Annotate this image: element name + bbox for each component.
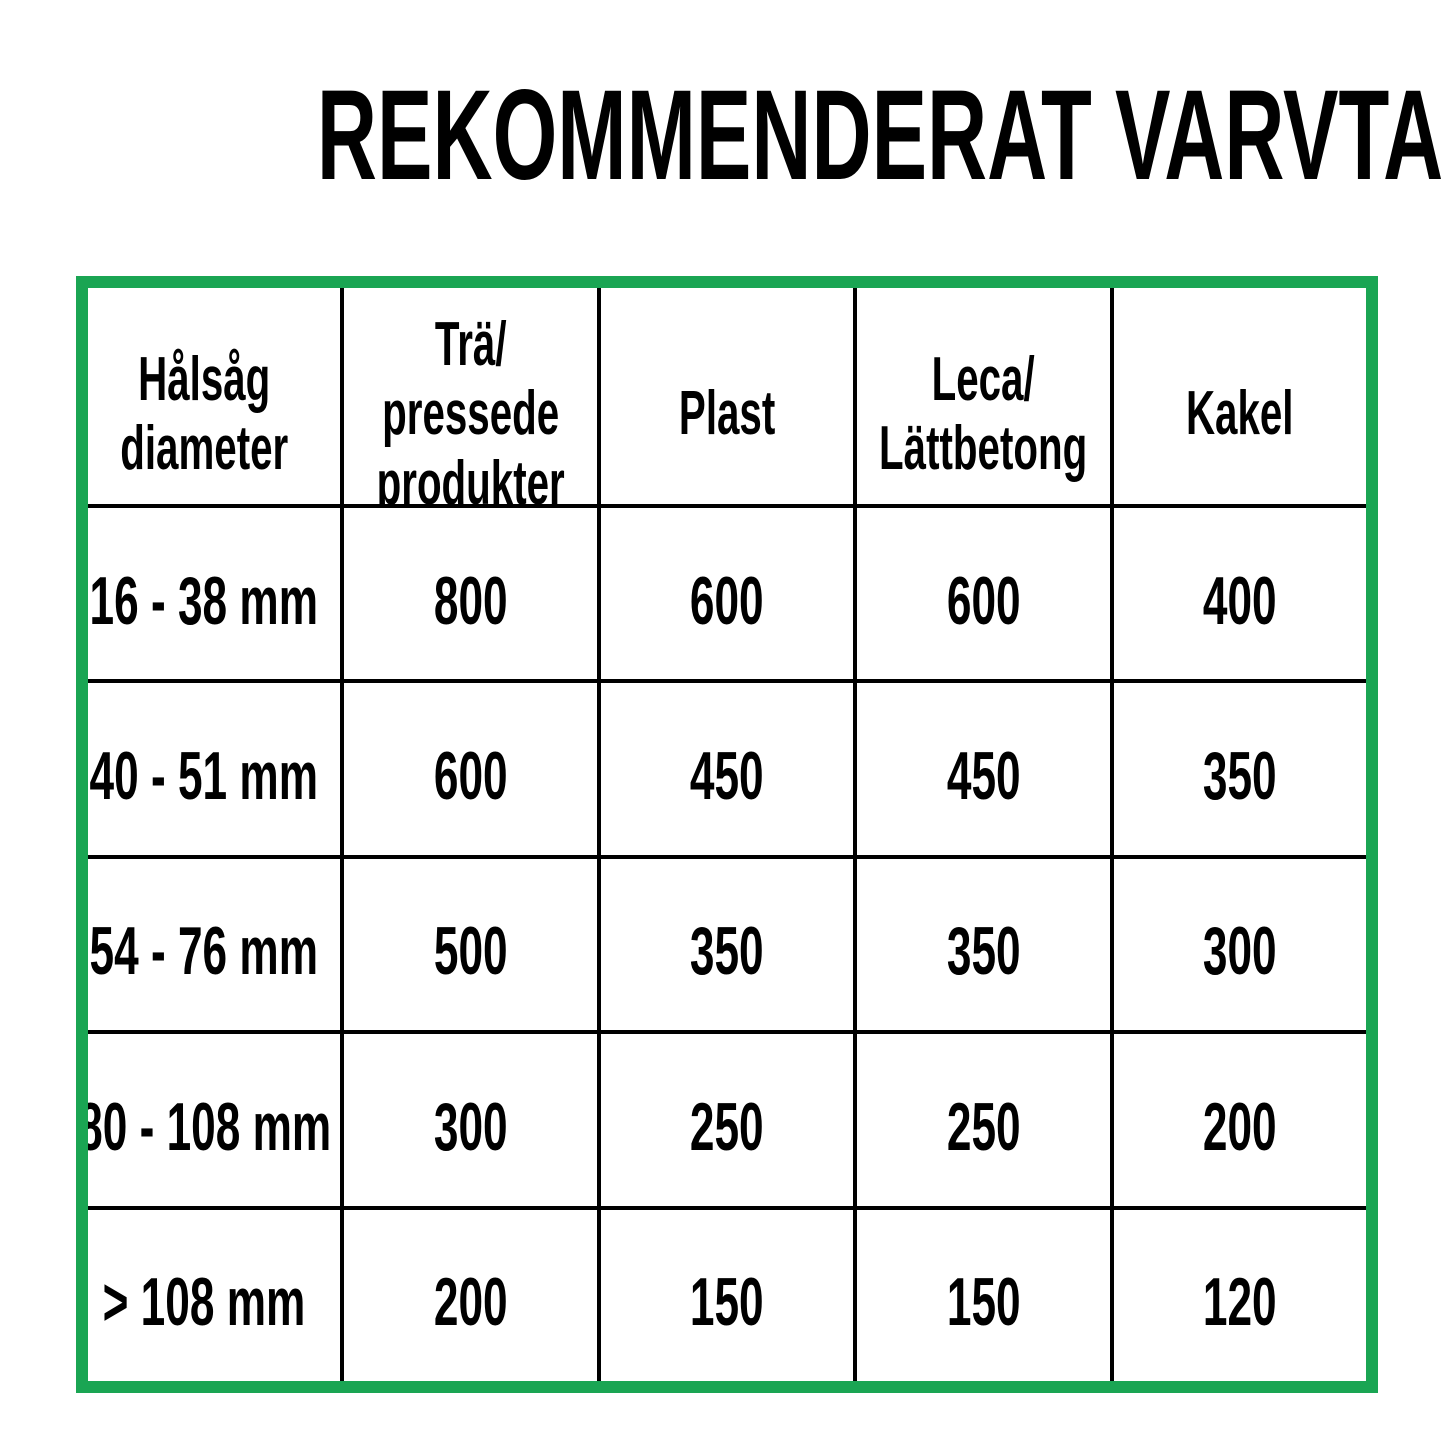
row-label: 54 - 76 mm xyxy=(88,858,341,1031)
rpm-value: 600 xyxy=(600,508,854,680)
row-label: 16 - 38 mm xyxy=(88,508,341,680)
column-header-halsag-diameter: Hålsåg diameter xyxy=(88,288,341,504)
rpm-value: 250 xyxy=(600,1034,854,1206)
rpm-value: 350 xyxy=(857,858,1110,1031)
rpm-table: Hålsåg diameter Trä/ pressede produkter … xyxy=(76,276,1378,1393)
column-header-plast: Plast xyxy=(600,288,854,504)
rpm-value: 350 xyxy=(1113,683,1366,855)
rpm-value: 200 xyxy=(344,1209,597,1381)
row-label: 80 - 108 mm xyxy=(88,1034,341,1206)
rpm-value: 600 xyxy=(344,683,597,855)
rpm-value: 200 xyxy=(1113,1034,1366,1206)
rpm-value: 120 xyxy=(1113,1209,1366,1381)
rpm-value: 150 xyxy=(857,1209,1110,1381)
page-title: REKOMMENDERAT VARVTAL xyxy=(316,64,1445,207)
rpm-value: 300 xyxy=(344,1034,597,1206)
rpm-value: 450 xyxy=(600,683,854,855)
column-header-kakel: Kakel xyxy=(1113,288,1366,504)
rpm-value: 400 xyxy=(1113,508,1366,680)
rpm-value: 150 xyxy=(600,1209,854,1381)
rpm-value: 450 xyxy=(857,683,1110,855)
row-label: > 108 mm xyxy=(88,1209,341,1381)
rpm-value: 600 xyxy=(857,508,1110,680)
rpm-value: 300 xyxy=(1113,858,1366,1031)
rpm-value: 350 xyxy=(600,858,854,1031)
rpm-value: 800 xyxy=(344,508,597,680)
row-label: 40 - 51 mm xyxy=(88,683,341,855)
rpm-value: 500 xyxy=(344,858,597,1031)
column-header-tra-pressede-produkter: Trä/ pressede produkter xyxy=(344,288,597,504)
column-header-leca-lattbetong: Leca/ Lättbetong xyxy=(857,288,1110,504)
rpm-value: 250 xyxy=(857,1034,1110,1206)
